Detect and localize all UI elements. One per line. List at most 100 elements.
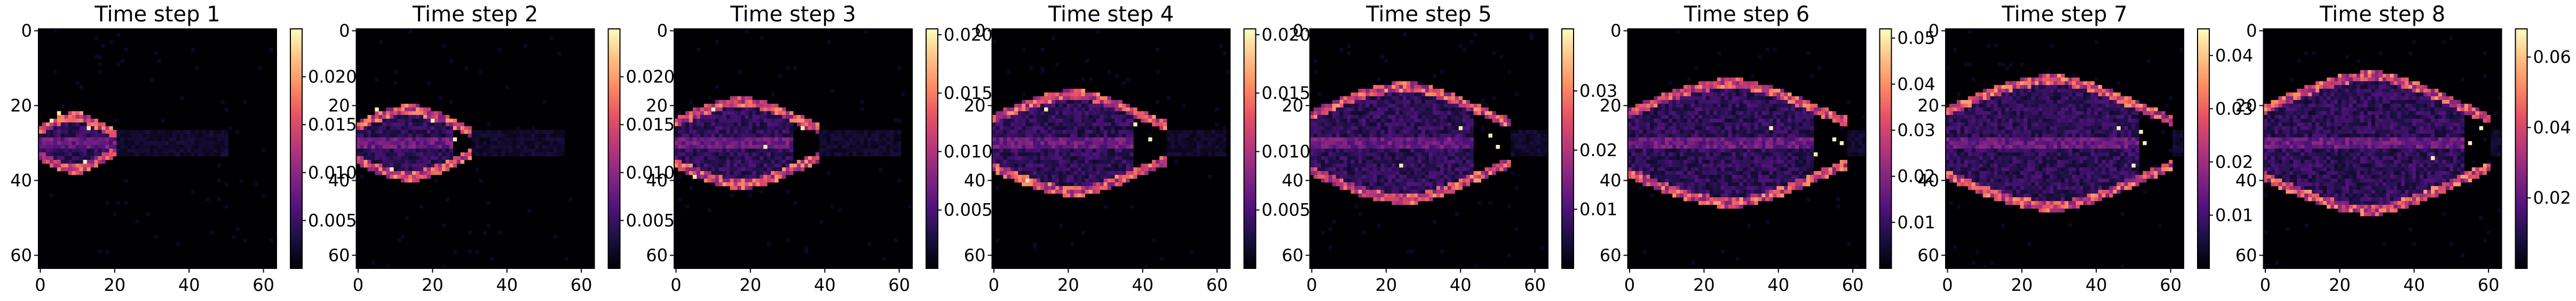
heatmap-cell (386, 167, 390, 172)
heatmap-cell (1447, 171, 1452, 175)
heatmap-cell (1115, 100, 1119, 104)
heatmap-cell (1126, 164, 1130, 168)
heatmap-cell (1627, 111, 1632, 115)
heatmap-cell (745, 29, 749, 33)
heatmap-cell (875, 145, 879, 149)
heatmap-cell (1347, 182, 1352, 187)
heatmap-cell (1462, 171, 1467, 175)
heatmap-cell (1646, 175, 1650, 179)
heatmap-cell (1025, 152, 1030, 157)
heatmap-cell (456, 156, 461, 160)
heatmap-cell (804, 246, 809, 250)
heatmap-cell (852, 149, 857, 153)
heatmap-cell (1373, 130, 1377, 134)
heatmap-cell (449, 164, 454, 168)
heatmap-cell (120, 152, 124, 157)
heatmap-cell (1313, 130, 1318, 134)
heatmap-cell (745, 156, 749, 160)
heatmap-cell (1654, 179, 1658, 183)
heatmap-cell (423, 175, 428, 179)
heatmap-cell (1414, 122, 1418, 127)
heatmap-cell (1066, 175, 1071, 179)
heatmap-cell (1650, 167, 1654, 172)
heatmap-cell (408, 115, 413, 119)
heatmap-cell (1328, 167, 1333, 172)
heatmap-cell (741, 175, 745, 179)
heatmap-cell (879, 145, 883, 149)
heatmap-cell (681, 130, 686, 134)
heatmap-cell (1384, 186, 1388, 190)
heatmap-cell (542, 137, 547, 142)
heatmap-cell (1451, 92, 1456, 97)
heatmap-cell (1336, 167, 1340, 172)
heatmap-cell (243, 100, 247, 104)
heatmap-cell (1144, 115, 1149, 119)
heatmap-cell (1462, 182, 1467, 187)
heatmap-cell (1055, 164, 1060, 168)
heatmap-cell (1488, 115, 1492, 119)
heatmap-cell (53, 149, 58, 153)
heatmap-cell (1399, 175, 1403, 179)
heatmap-cell (1077, 179, 1082, 183)
heatmap-cell (371, 152, 375, 157)
heatmap-cell (1033, 126, 1037, 130)
heatmap-cell (1373, 186, 1377, 190)
heatmap-cell (1429, 126, 1433, 130)
heatmap-cell (1537, 141, 1541, 145)
heatmap-cell (1425, 126, 1429, 130)
heatmap-cell (139, 130, 143, 134)
heatmap-cell (1336, 141, 1340, 145)
heatmap-cell (553, 235, 558, 239)
heatmap-cell (1650, 126, 1654, 130)
heatmap-cell (460, 130, 464, 134)
heatmap-cell (715, 182, 720, 187)
heatmap-cell (733, 111, 738, 115)
heatmap-cell (1654, 164, 1658, 168)
heatmap-cell (1481, 100, 1485, 104)
heatmap-cell (105, 145, 109, 149)
heatmap-cell (745, 111, 749, 115)
heatmap-cell (378, 141, 383, 145)
heatmap-cell (1373, 167, 1377, 172)
heatmap-cell (505, 130, 509, 134)
heatmap-cell (1425, 130, 1429, 134)
heatmap-cell (98, 63, 102, 67)
heatmap-cell (486, 152, 491, 157)
heatmap-cell (1388, 171, 1392, 175)
heatmap-cell (733, 149, 738, 153)
heatmap-cell (733, 175, 738, 179)
heatmap-cell (1328, 107, 1333, 112)
heatmap-cell (1332, 130, 1337, 134)
heatmap-cell (1133, 111, 1137, 115)
heatmap-cell (1092, 122, 1097, 127)
heatmap-cell (1343, 171, 1348, 175)
heatmap-cell (1369, 141, 1373, 145)
heatmap-cell (1392, 152, 1396, 157)
heatmap-cell (1324, 167, 1329, 172)
heatmap-cell (1033, 186, 1037, 190)
heatmap-hot-cell (453, 137, 457, 142)
heatmap-cell (1313, 119, 1318, 123)
heatmap-cell (1129, 164, 1134, 168)
heatmap-cell (1392, 179, 1396, 183)
x-tick-label: 40 (496, 275, 518, 295)
heatmap-cell (531, 149, 535, 153)
heatmap-cell (711, 122, 716, 127)
heatmap-cell (1373, 164, 1377, 168)
heatmap-cell (1403, 137, 1407, 142)
heatmap-cell (1052, 175, 1056, 179)
heatmap-cell (1018, 156, 1022, 160)
heatmap-cell (1092, 100, 1097, 104)
heatmap-cell (1421, 137, 1426, 142)
heatmap-cell (700, 149, 705, 153)
heatmap-cell (782, 134, 786, 138)
heatmap-cell (449, 145, 454, 149)
heatmap-cell (1639, 186, 1643, 190)
heatmap-cell (1055, 115, 1060, 119)
heatmap-cell (1058, 96, 1063, 101)
heatmap-cell (419, 167, 424, 172)
heatmap-cell (819, 145, 824, 149)
heatmap-cell (1085, 100, 1089, 104)
heatmap-cell (1462, 48, 1467, 52)
heatmap-cell (1365, 145, 1370, 149)
